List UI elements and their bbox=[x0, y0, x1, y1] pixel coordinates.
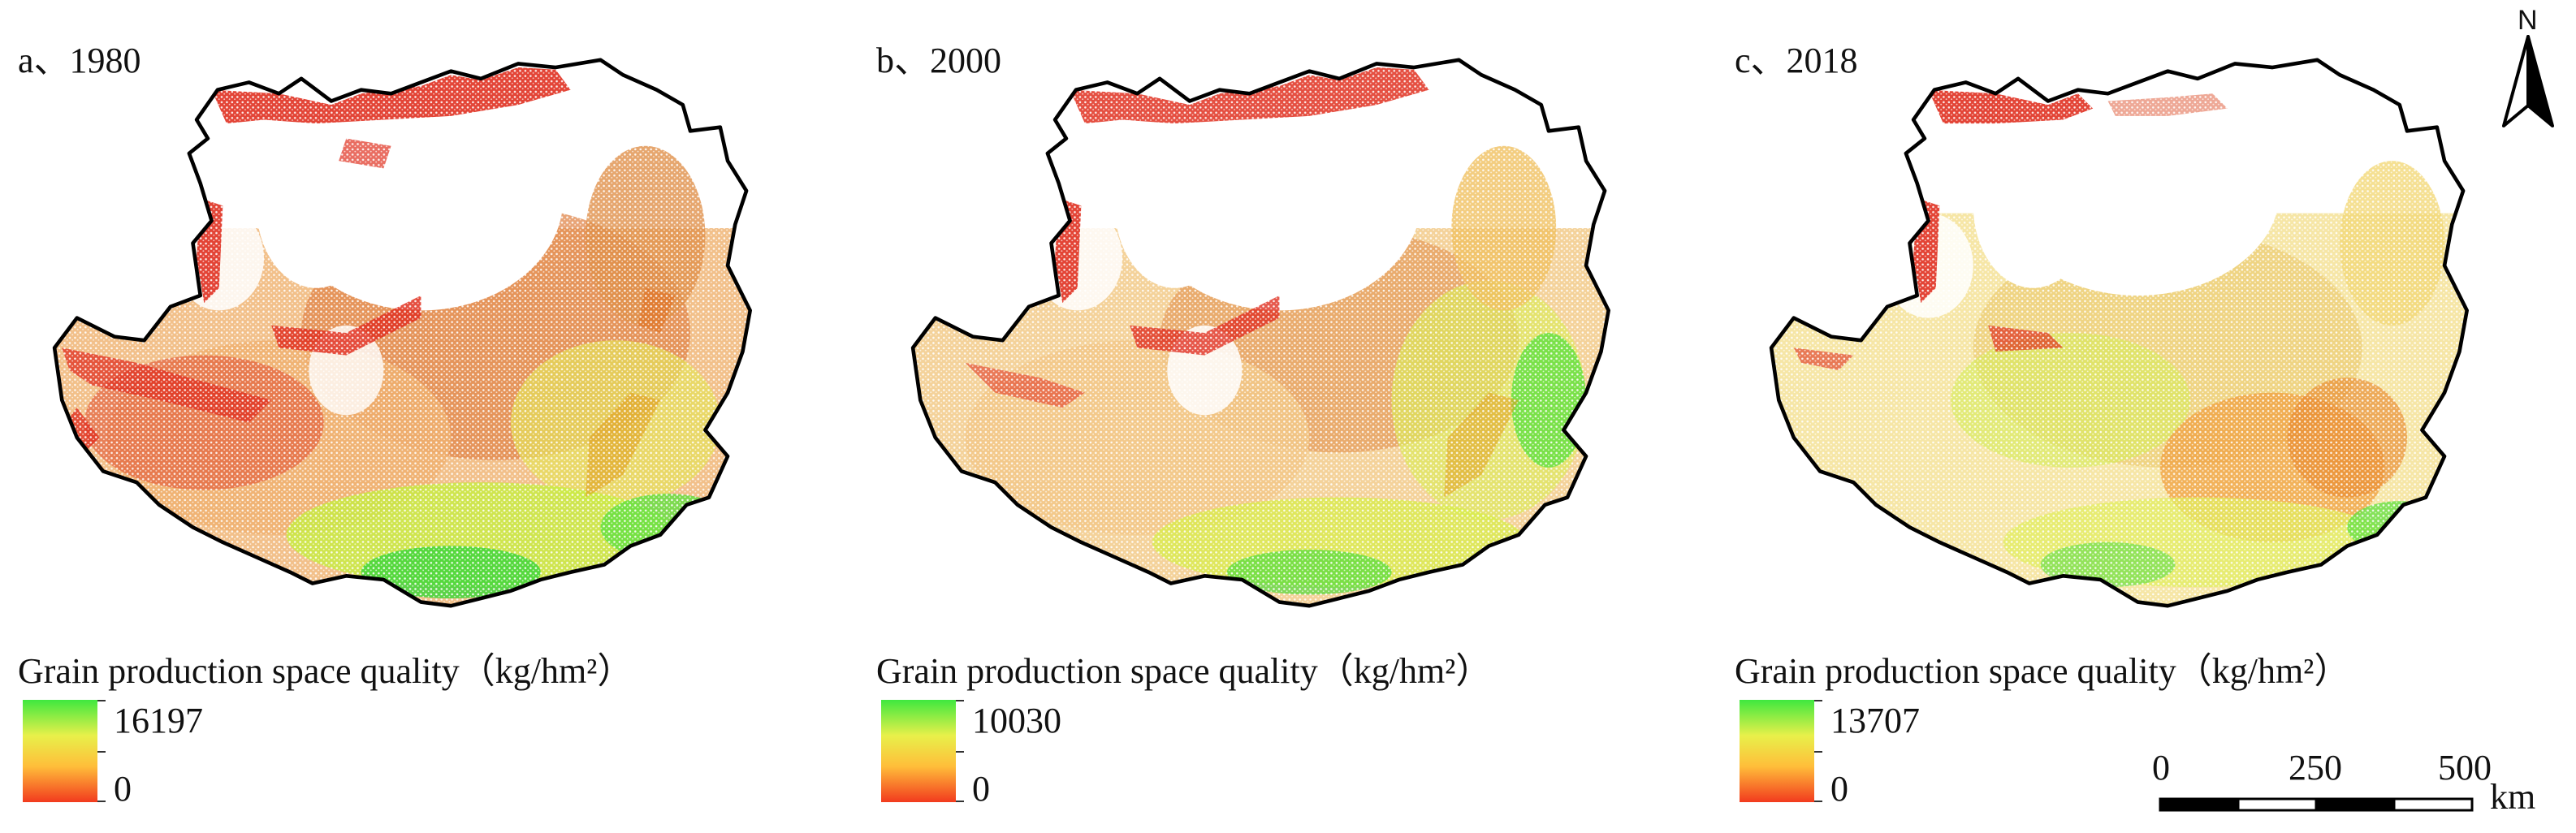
legend-title: Grain production space quality（kg/hm²） bbox=[1735, 651, 2350, 691]
legend-title: Grain production space quality（kg/hm²） bbox=[18, 651, 633, 691]
legend-color-ramp bbox=[23, 700, 97, 802]
scale-unit: km bbox=[2490, 777, 2536, 817]
scale-tick-250: 250 bbox=[2289, 748, 2342, 788]
legend-tick-min bbox=[97, 801, 106, 802]
legend-min-value: 0 bbox=[1830, 769, 1848, 809]
region-boundary bbox=[910, 58, 1610, 608]
legend-tick-max bbox=[956, 700, 964, 701]
legend-tick-mid bbox=[956, 751, 964, 753]
grain-quality-map-2018 bbox=[1769, 58, 2469, 608]
panel-label: b、2000 bbox=[876, 41, 1001, 80]
legend-tick-max bbox=[97, 700, 106, 701]
legend-tick-mid bbox=[97, 751, 106, 753]
legend-tick-max bbox=[1814, 700, 1822, 701]
grain-quality-map-2000 bbox=[910, 58, 1610, 608]
legend-title: Grain production space quality（kg/hm²） bbox=[876, 651, 1492, 691]
legend-min-value: 0 bbox=[972, 769, 990, 809]
north-label: N bbox=[2518, 5, 2538, 36]
legend-min-value: 0 bbox=[114, 769, 132, 809]
legend-tick-mid bbox=[1814, 751, 1822, 753]
map-panel-1980: a、1980 bbox=[0, 0, 858, 833]
region-boundary bbox=[52, 58, 752, 608]
legend-color-ramp bbox=[881, 700, 956, 802]
panel-label: c、2018 bbox=[1735, 41, 1858, 80]
legend-max-value: 16197 bbox=[114, 701, 203, 740]
panel-label: a、1980 bbox=[18, 41, 141, 80]
scale-tick-500: 500 bbox=[2438, 748, 2492, 788]
map-panel-2000: b、2000 Grain production space quality（kg… bbox=[858, 0, 1717, 833]
scale-tick-0: 0 bbox=[2152, 748, 2170, 788]
legend-color-ramp bbox=[1740, 700, 1814, 802]
scale-bar bbox=[2159, 797, 2474, 812]
map-panel-2018: c、2018 Grain production space quality（kg… bbox=[1717, 0, 2575, 833]
legend-max-value: 13707 bbox=[1830, 701, 1920, 740]
legend-tick-min bbox=[1814, 801, 1822, 802]
legend-max-value: 10030 bbox=[972, 701, 1061, 740]
legend-tick-min bbox=[956, 801, 964, 802]
grain-quality-map-1980 bbox=[52, 58, 752, 608]
north-arrow-icon bbox=[2502, 35, 2554, 127]
region-boundary bbox=[1769, 58, 2469, 608]
